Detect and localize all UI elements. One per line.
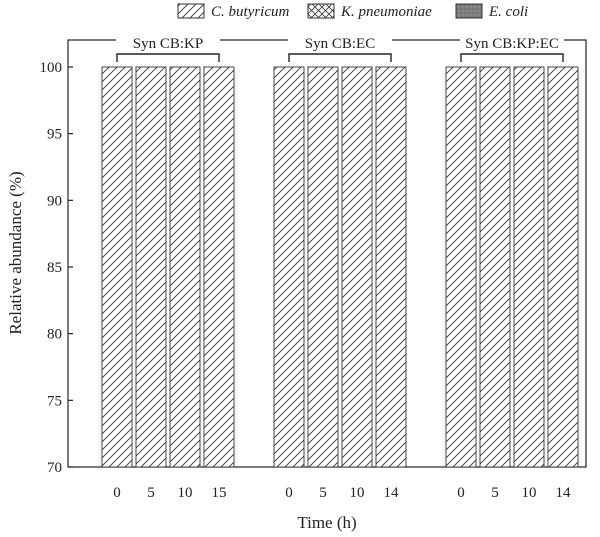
legend-label-e-coli: E. coli bbox=[488, 4, 528, 20]
legend-item-e-coli: E. coli bbox=[455, 3, 528, 20]
legend-label-c-butyricum: C. butyricum bbox=[211, 4, 289, 20]
x-tick-label-syn-cb-kp-15: 15 bbox=[212, 485, 227, 501]
y-tick-label-70: 70 bbox=[47, 460, 62, 476]
y-axis-title: Relative abundance (%) bbox=[6, 171, 25, 334]
bars bbox=[101, 66, 579, 468]
bar-syn-cb-ec-t10-c-butyricum bbox=[341, 66, 373, 468]
x-tick-label-syn-cb-kp-ec-10: 10 bbox=[522, 485, 537, 501]
x-tick-label-syn-cb-ec-5: 5 bbox=[319, 485, 327, 501]
legend-label-k-pneumoniae: K. pneumoniae bbox=[340, 4, 432, 20]
bar-syn-cb-kp-ec-t0-c-butyricum bbox=[445, 66, 477, 468]
x-tick-label-syn-cb-ec-0: 0 bbox=[285, 485, 293, 501]
bar-syn-cb-kp-t5-c-butyricum bbox=[135, 66, 167, 468]
group-brackets: Syn CB:KP Syn CB:EC Syn CB:KP:EC bbox=[116, 34, 564, 62]
x-tick-label-syn-cb-kp-0: 0 bbox=[113, 485, 121, 501]
legend-swatch-c-butyricum bbox=[177, 3, 205, 19]
group-label-bg-syn-cb-ec bbox=[288, 34, 392, 52]
group-label-syn-cb-kp: Syn CB:KP bbox=[133, 36, 203, 52]
group-label-syn-cb-ec: Syn CB:EC bbox=[305, 36, 375, 52]
y-axis: 70 75 80 85 90 95 100 bbox=[40, 60, 73, 476]
bar-syn-cb-ec-t0-c-butyricum bbox=[273, 66, 305, 468]
bar-syn-cb-kp-t10-c-butyricum bbox=[169, 66, 201, 468]
bar-syn-cb-kp-t0-c-butyricum bbox=[101, 66, 133, 468]
group-bracket-syn-cb-ec bbox=[288, 53, 392, 62]
legend-item-k-pneumoniae: K. pneumoniae bbox=[307, 3, 432, 20]
group-label-syn-cb-kp-ec: Syn CB:KP:EC bbox=[465, 36, 559, 52]
bar-syn-cb-ec-t5-c-butyricum bbox=[307, 66, 339, 468]
x-tick-label-syn-cb-ec-10: 10 bbox=[350, 485, 365, 501]
y-tick-label-75: 75 bbox=[47, 393, 62, 409]
group-label-bg-syn-cb-kp-ec bbox=[460, 34, 564, 52]
x-tick-label-syn-cb-kp-ec-14: 14 bbox=[556, 485, 572, 501]
y-tick-label-100: 100 bbox=[40, 60, 63, 76]
legend: C. butyricum K. pneumoniae E. coli bbox=[177, 3, 528, 20]
group-label-bg-syn-cb-kp bbox=[116, 34, 220, 52]
bar-syn-cb-kp-ec-t5-c-butyricum bbox=[479, 66, 511, 468]
legend-swatch-k-pneumoniae bbox=[307, 3, 335, 19]
y-tick-label-90: 90 bbox=[47, 193, 62, 209]
x-tick-label-syn-cb-kp-ec-5: 5 bbox=[491, 485, 499, 501]
group-bracket-syn-cb-kp bbox=[116, 53, 220, 62]
bar-syn-cb-kp-t15-c-butyricum bbox=[203, 66, 235, 468]
y-tick-label-95: 95 bbox=[47, 127, 62, 143]
x-tick-label-syn-cb-kp-10: 10 bbox=[178, 485, 193, 501]
x-tick-label-syn-cb-kp-5: 5 bbox=[147, 485, 155, 501]
group-bracket-syn-cb-kp-ec bbox=[460, 53, 564, 62]
x-tick-label-syn-cb-ec-14: 14 bbox=[384, 485, 400, 501]
bar-syn-cb-ec-t14-c-butyricum bbox=[375, 66, 407, 468]
x-axis-labels: 0 5 10 15 0 5 10 14 0 5 10 14 bbox=[113, 485, 571, 501]
y-tick-label-85: 85 bbox=[47, 260, 62, 276]
bar-syn-cb-kp-ec-t10-c-butyricum bbox=[513, 66, 545, 468]
x-tick-label-syn-cb-kp-ec-0: 0 bbox=[457, 485, 465, 501]
legend-item-c-butyricum: C. butyricum bbox=[177, 3, 289, 20]
legend-swatch-e-coli bbox=[455, 3, 483, 19]
y-tick-label-80: 80 bbox=[47, 327, 62, 343]
bar-syn-cb-kp-ec-t14-c-butyricum bbox=[547, 66, 579, 468]
x-axis-title: Time (h) bbox=[297, 513, 356, 532]
